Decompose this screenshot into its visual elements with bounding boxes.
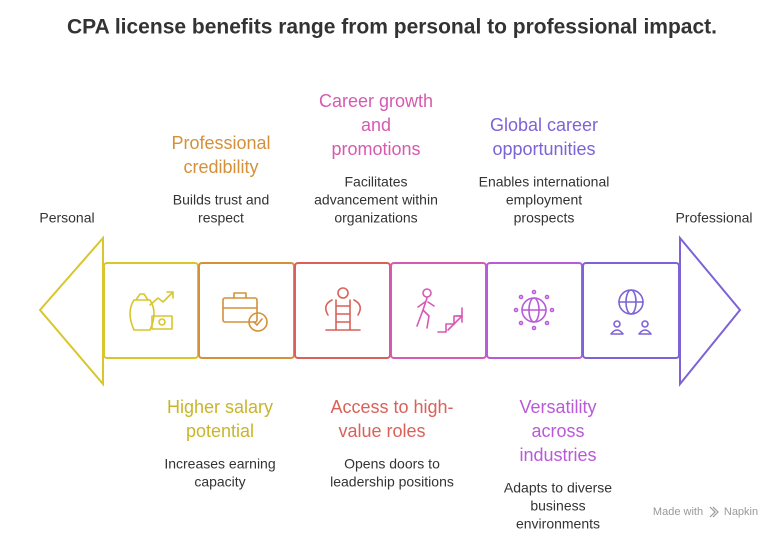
benefit-description: Opens doors to	[344, 456, 440, 472]
benefit-title: Access to high-	[330, 397, 453, 417]
benefit-title: Career growth	[319, 91, 433, 111]
benefit-title: credibility	[183, 157, 258, 177]
benefit-title: promotions	[331, 139, 420, 159]
benefit-description: organizations	[334, 210, 417, 226]
benefit-description: Enables international	[479, 174, 610, 190]
credit: Made with	[653, 506, 703, 518]
scale-left: Personal	[39, 210, 94, 226]
scale-right: Professional	[675, 210, 752, 226]
icon-globe-network	[513, 289, 555, 331]
segment	[294, 262, 391, 359]
benefit-description: environments	[516, 516, 600, 532]
segment	[103, 262, 199, 359]
benefit-title: Global career	[490, 115, 598, 135]
title: CPA license benefits range from personal…	[67, 16, 717, 39]
brand: Napkin	[724, 506, 758, 518]
benefit-description: Facilitates	[344, 174, 407, 190]
arrow-left	[38, 235, 104, 387]
benefit-title: potential	[186, 421, 254, 441]
segment	[390, 262, 487, 359]
brand-logo	[709, 506, 719, 518]
benefit-title: Higher salary	[167, 397, 273, 417]
arrow-right	[679, 235, 742, 387]
icon-briefcase	[222, 292, 268, 332]
benefit-title: opportunities	[492, 139, 595, 159]
benefit-description: Adapts to diverse	[504, 480, 612, 496]
benefit-title: across	[531, 421, 584, 441]
benefit-description: leadership positions	[330, 474, 454, 490]
benefit-description: prospects	[514, 210, 575, 226]
benefit-title: industries	[519, 445, 596, 465]
benefit-description: advancement within	[314, 192, 438, 208]
benefit-title: Versatility	[519, 397, 596, 417]
benefit-title: Professional	[171, 133, 270, 153]
benefit-description: Increases earning	[164, 456, 275, 472]
icon-money	[129, 291, 174, 331]
benefit-title: and	[361, 115, 391, 135]
benefit-description: business	[530, 498, 585, 514]
icon-ladder	[324, 287, 362, 331]
benefit-description: Builds trust and	[173, 192, 270, 208]
segment	[198, 262, 295, 359]
segment	[582, 262, 680, 359]
benefit-description: capacity	[194, 474, 245, 490]
benefit-title: value roles	[338, 421, 425, 441]
benefit-description: respect	[198, 210, 244, 226]
icon-stairs	[416, 288, 463, 333]
icon-globe-people	[610, 289, 652, 335]
benefit-description: employment	[506, 192, 582, 208]
